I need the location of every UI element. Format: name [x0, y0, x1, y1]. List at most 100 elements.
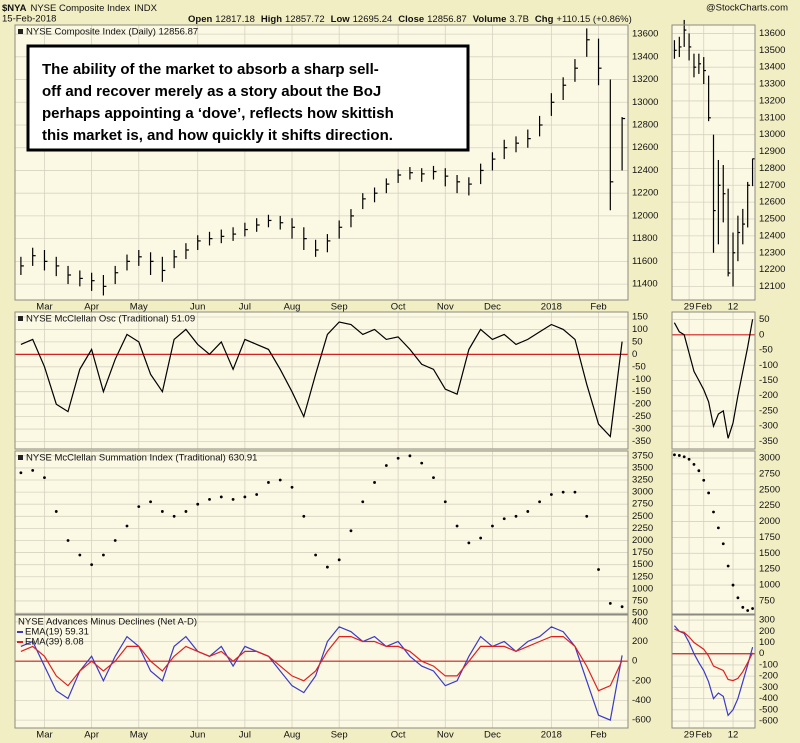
- y-tick-label: -200: [759, 671, 778, 682]
- data-dot: [160, 510, 164, 513]
- plot-border: [14, 24, 629, 301]
- quote-value: 12695.24: [353, 14, 393, 25]
- y-tick-label: 13600: [759, 28, 785, 39]
- data-dot: [726, 564, 730, 568]
- y-tick-label: -300: [759, 682, 778, 693]
- plot-border: [14, 450, 629, 615]
- quote-label: Low: [331, 14, 351, 25]
- data-dot: [125, 524, 129, 528]
- data-line: [673, 319, 754, 439]
- x-tick-label: 12: [728, 302, 739, 313]
- data-dot: [677, 454, 681, 457]
- data-dot: [573, 490, 577, 494]
- y-tick-label: 2250: [759, 500, 780, 511]
- y-tick-label: 13000: [632, 97, 658, 108]
- y-tick-label: 12400: [632, 165, 658, 176]
- y-tick-label: 12500: [759, 214, 785, 225]
- x-tick-label: May: [130, 730, 148, 741]
- plot-background: [15, 615, 628, 728]
- y-tick-label: 200: [632, 636, 648, 647]
- data-dot: [19, 471, 23, 475]
- x-tick-label: 2018: [541, 302, 562, 313]
- data-dot: [408, 454, 412, 458]
- y-tick-label: -600: [632, 715, 651, 726]
- y-tick-label: 12600: [632, 142, 658, 153]
- data-dot: [455, 524, 459, 528]
- quote-value: 3.7B: [509, 14, 529, 25]
- data-dot: [102, 553, 105, 557]
- data-dot: [78, 553, 82, 557]
- data-dot: [54, 510, 58, 513]
- y-tick-label: -200: [632, 675, 651, 686]
- data-dot: [184, 510, 188, 513]
- y-tick-label: 50: [759, 314, 770, 325]
- y-tick-label: 1750: [759, 532, 780, 543]
- x-tick-label: Oct: [391, 730, 406, 741]
- y-tick-label: 13400: [632, 51, 658, 62]
- data-dot: [687, 457, 691, 461]
- data-dot: [113, 539, 117, 542]
- y-tick-label: -150: [632, 386, 651, 397]
- panel-title: NYSE Advances Minus Declines (Net A-D): [18, 617, 197, 628]
- data-dot: [267, 481, 270, 484]
- y-tick-label: 2500: [632, 511, 653, 522]
- quote: Open 12817.18 High 12857.72 Low 12695.24 Close…: [188, 14, 632, 25]
- y-tick-label: -250: [632, 411, 651, 422]
- x-tick-label: Sep: [331, 730, 348, 741]
- panel-title: NYSE Composite Index (Daily) 12856.87: [26, 27, 198, 38]
- y-tick-label: 200: [759, 626, 775, 637]
- y-tick-label: 12400: [759, 230, 785, 241]
- y-tick-label: -200: [632, 399, 651, 410]
- y-tick-label: 12100: [759, 281, 785, 292]
- data-dot: [620, 605, 624, 609]
- data-dot: [538, 500, 541, 504]
- data-dot: [721, 542, 725, 546]
- plot-border: [14, 311, 629, 450]
- plot-border: [671, 614, 756, 729]
- data-dot: [502, 517, 506, 521]
- data-dot: [608, 601, 612, 605]
- y-tick-label: 13500: [759, 45, 785, 56]
- plot-background: [15, 451, 628, 614]
- data-dot: [290, 485, 294, 489]
- data-dot: [736, 596, 740, 600]
- data-dot: [349, 529, 353, 533]
- data-dot: [479, 536, 483, 540]
- data-dot: [467, 541, 471, 545]
- x-tick-label: Aug: [284, 302, 301, 313]
- index-name: NYSE Composite Index: [30, 3, 130, 14]
- data-dot: [673, 453, 676, 457]
- y-tick-label: 12200: [632, 188, 658, 199]
- y-tick-label: -100: [759, 659, 778, 670]
- y-tick-label: -150: [759, 375, 778, 386]
- annotation-text: The ability of the market to absorb a sh…: [42, 61, 379, 78]
- data-dot: [731, 583, 735, 587]
- x-tick-label: Dec: [484, 730, 501, 741]
- y-tick-label: 11800: [632, 233, 658, 244]
- data-dot: [549, 493, 553, 496]
- y-tick-label: 3000: [759, 453, 780, 464]
- y-tick-label: 750: [759, 595, 775, 606]
- y-tick-label: 13100: [759, 112, 785, 123]
- data-dot: [243, 495, 247, 499]
- y-tick-label: 100: [759, 637, 775, 648]
- y-tick-label: -100: [632, 374, 651, 385]
- x-tick-label: Feb: [590, 730, 606, 741]
- y-tick-label: 1000: [632, 583, 653, 594]
- y-tick-label: 1000: [759, 580, 780, 591]
- y-tick-label: 2750: [632, 499, 653, 510]
- x-tick-label: Feb: [696, 302, 712, 313]
- y-tick-label: 2750: [759, 468, 780, 479]
- y-tick-label: 500: [632, 608, 648, 619]
- y-tick-label: 12900: [759, 146, 785, 157]
- data-dot: [432, 476, 435, 480]
- data-dot: [716, 526, 720, 530]
- y-tick-label: -600: [759, 716, 778, 727]
- plot-border: [671, 311, 756, 450]
- y-tick-label: 0: [632, 656, 637, 667]
- header-date: 15-Feb-2018: [2, 14, 56, 25]
- x-tick-label: Sep: [331, 302, 348, 313]
- data-dot: [692, 462, 696, 466]
- plot-background: [672, 451, 755, 614]
- y-tick-label: 11600: [632, 256, 658, 267]
